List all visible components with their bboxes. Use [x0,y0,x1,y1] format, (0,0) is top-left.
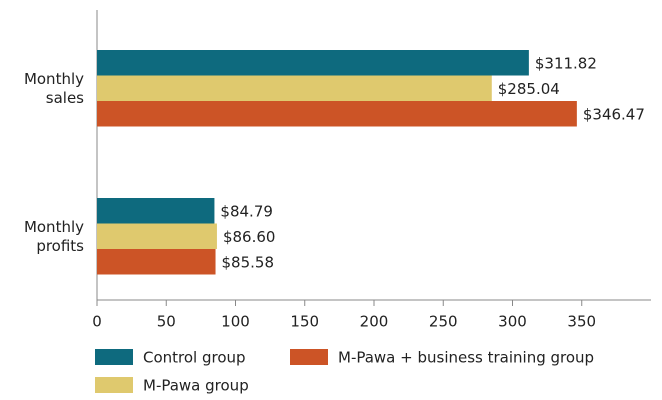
legend-label: M-Pawa + business training group [338,349,594,367]
legend-swatch [95,349,133,365]
x-tick-label: 50 [157,313,176,331]
category-label: Monthly sales [24,70,84,107]
category-label: Monthly profits [24,218,84,255]
bar [97,198,215,224]
value-label: $285.04 [498,80,560,98]
x-tick-label: 100 [221,313,250,331]
x-tick-label: 0 [92,313,102,331]
bar [97,101,577,127]
x-tick-label: 150 [290,313,319,331]
legend-swatch [95,377,133,393]
x-tick-label: 200 [360,313,389,331]
value-label: $86.60 [223,228,275,246]
legend-swatch [290,349,328,365]
x-tick-label: 300 [498,313,527,331]
legend-label: Control group [143,349,246,367]
bar [97,223,217,249]
legend-label: M-Pawa group [143,377,249,395]
value-label: $346.47 [583,105,645,123]
bar [97,249,216,275]
x-tick-label: 350 [567,313,596,331]
x-tick-label: 250 [429,313,458,331]
value-label: $85.58 [222,253,275,271]
bar [97,50,529,76]
bar [97,75,492,101]
value-label: $84.79 [220,202,273,220]
value-label: $311.82 [535,54,597,72]
